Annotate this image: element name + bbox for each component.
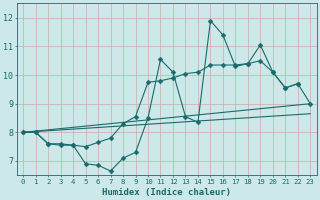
X-axis label: Humidex (Indice chaleur): Humidex (Indice chaleur)	[102, 188, 231, 197]
